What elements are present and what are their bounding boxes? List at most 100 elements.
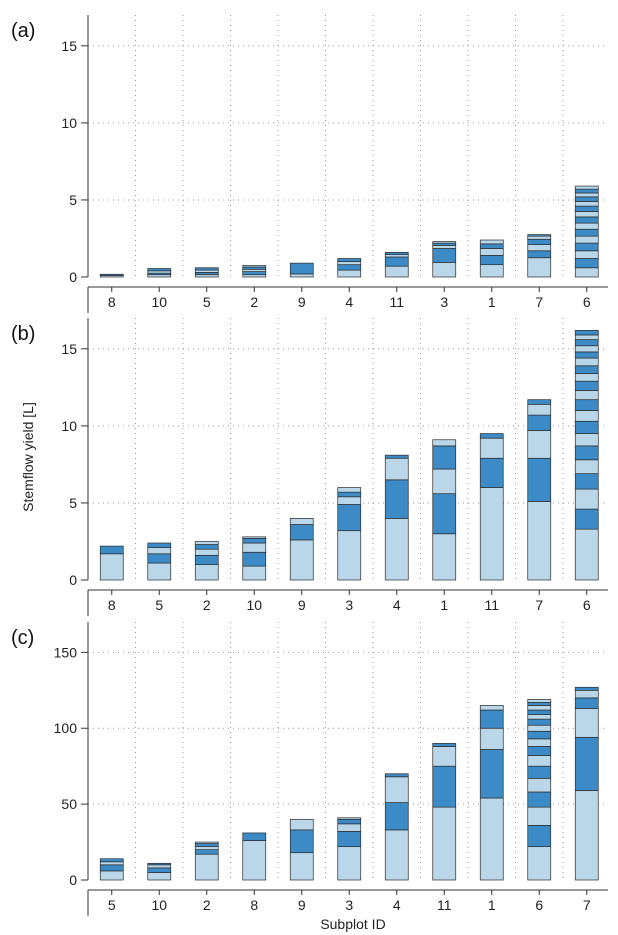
category-label: 10: [151, 897, 167, 913]
bar-segment: [432, 445, 457, 470]
panel-label: (c): [11, 627, 34, 649]
bar-segment: [432, 806, 457, 881]
bar-segment: [574, 329, 599, 336]
bar-segment: [432, 746, 457, 767]
bar-segment: [527, 765, 552, 779]
bar-segment: [574, 459, 599, 475]
bar-segment: [242, 832, 267, 841]
bar-segment: [337, 496, 362, 505]
bar-segment: [527, 846, 552, 881]
bar-segment: [337, 261, 362, 266]
y-tick-label: 10: [61, 418, 77, 434]
category-label: 5: [108, 897, 116, 913]
category-label: 11: [389, 294, 404, 310]
bar-segment: [289, 518, 314, 525]
y-tick-label: 15: [61, 341, 77, 357]
bar-segment: [432, 262, 457, 278]
bar-segment: [527, 791, 552, 808]
bar-segment: [527, 250, 552, 259]
bar-segment: [384, 776, 409, 803]
bar-segment: [337, 491, 362, 498]
y-tick-label: 0: [69, 872, 77, 888]
bar-segment: [384, 479, 409, 519]
category-label: 7: [583, 897, 591, 913]
bar-segment: [337, 818, 362, 825]
bar-segment: [479, 239, 504, 245]
bar-segment: [147, 867, 172, 873]
bar-segment: [147, 562, 172, 581]
bar-segment: [479, 749, 504, 799]
bar-segment: [242, 542, 267, 553]
bar-segment: [574, 390, 599, 401]
bar-segment: [99, 861, 124, 866]
bar-segment: [289, 852, 314, 881]
panel-a: 0 5 10 15 8 10 5 2 9 4 11 3 1 7 6 (a): [11, 15, 608, 313]
bar-segment: [574, 235, 599, 244]
bar-segment: [574, 242, 599, 252]
bar-segment: [242, 265, 267, 268]
bar-segment: [527, 235, 552, 240]
bar-segment: [527, 234, 552, 237]
bar-segment: [432, 765, 457, 808]
bar-segment: [99, 870, 124, 881]
bar-segment: [194, 564, 219, 581]
bar-segment: [289, 818, 314, 831]
category-label: 4: [393, 897, 401, 913]
category-label: 3: [440, 294, 448, 310]
bar-segment: [99, 858, 124, 863]
bar-segment: [289, 262, 314, 275]
bar-segment: [99, 864, 124, 872]
bar-segment: [242, 271, 267, 276]
bar-segment: [574, 473, 599, 490]
y-tick-label: 10: [61, 115, 77, 131]
category-label: 2: [203, 597, 211, 613]
bar-segment: [574, 420, 599, 434]
bar-segment: [432, 533, 457, 581]
y-tick-label: 100: [54, 720, 78, 736]
bar-segment: [289, 273, 314, 278]
bar-segment: [242, 840, 267, 881]
bar-segment: [337, 530, 362, 581]
bar-segment: [479, 727, 504, 750]
bar-segment: [479, 709, 504, 729]
bar-segment: [527, 399, 552, 405]
bar-segment: [147, 268, 172, 272]
bar-segment: [574, 697, 599, 709]
bar-segment: [527, 714, 552, 720]
bar-segment: [527, 430, 552, 459]
bar-segment: [289, 524, 314, 541]
y-tick-label: 150: [54, 644, 78, 660]
bar-segment: [289, 829, 314, 854]
bar-segment: [574, 185, 599, 190]
bar-segment: [527, 705, 552, 711]
bar-segment: [527, 777, 552, 793]
bar-segment: [384, 256, 409, 267]
y-tick-label: 15: [61, 38, 77, 54]
category-label: 7: [535, 597, 543, 613]
y-axis-title: Stemflow yield [L]: [20, 402, 36, 512]
y-tick-label: 0: [69, 572, 77, 588]
bar-segment: [574, 205, 599, 212]
bar-segment: [574, 708, 599, 738]
category-label: 11: [437, 897, 452, 913]
bar-segment: [337, 258, 362, 262]
bar-segment: [574, 445, 599, 461]
bar-segment: [147, 547, 172, 555]
bar-segment: [194, 841, 219, 844]
bar-segment: [574, 686, 599, 691]
category-label: 7: [535, 294, 543, 310]
bar-segment: [527, 746, 552, 756]
category-label: 6: [535, 897, 543, 913]
category-label: 10: [246, 597, 262, 613]
bar-segment: [574, 196, 599, 202]
bar-segment: [527, 730, 552, 740]
bar-segment: [242, 565, 267, 581]
bar-segment: [479, 243, 504, 249]
category-label: 5: [203, 294, 211, 310]
bar-segment: [527, 709, 552, 715]
category-label: 11: [484, 597, 499, 613]
bar-segment: [527, 718, 552, 726]
bar-segment: [527, 457, 552, 502]
bar-segment: [337, 846, 362, 881]
panel-label: (b): [11, 323, 35, 345]
